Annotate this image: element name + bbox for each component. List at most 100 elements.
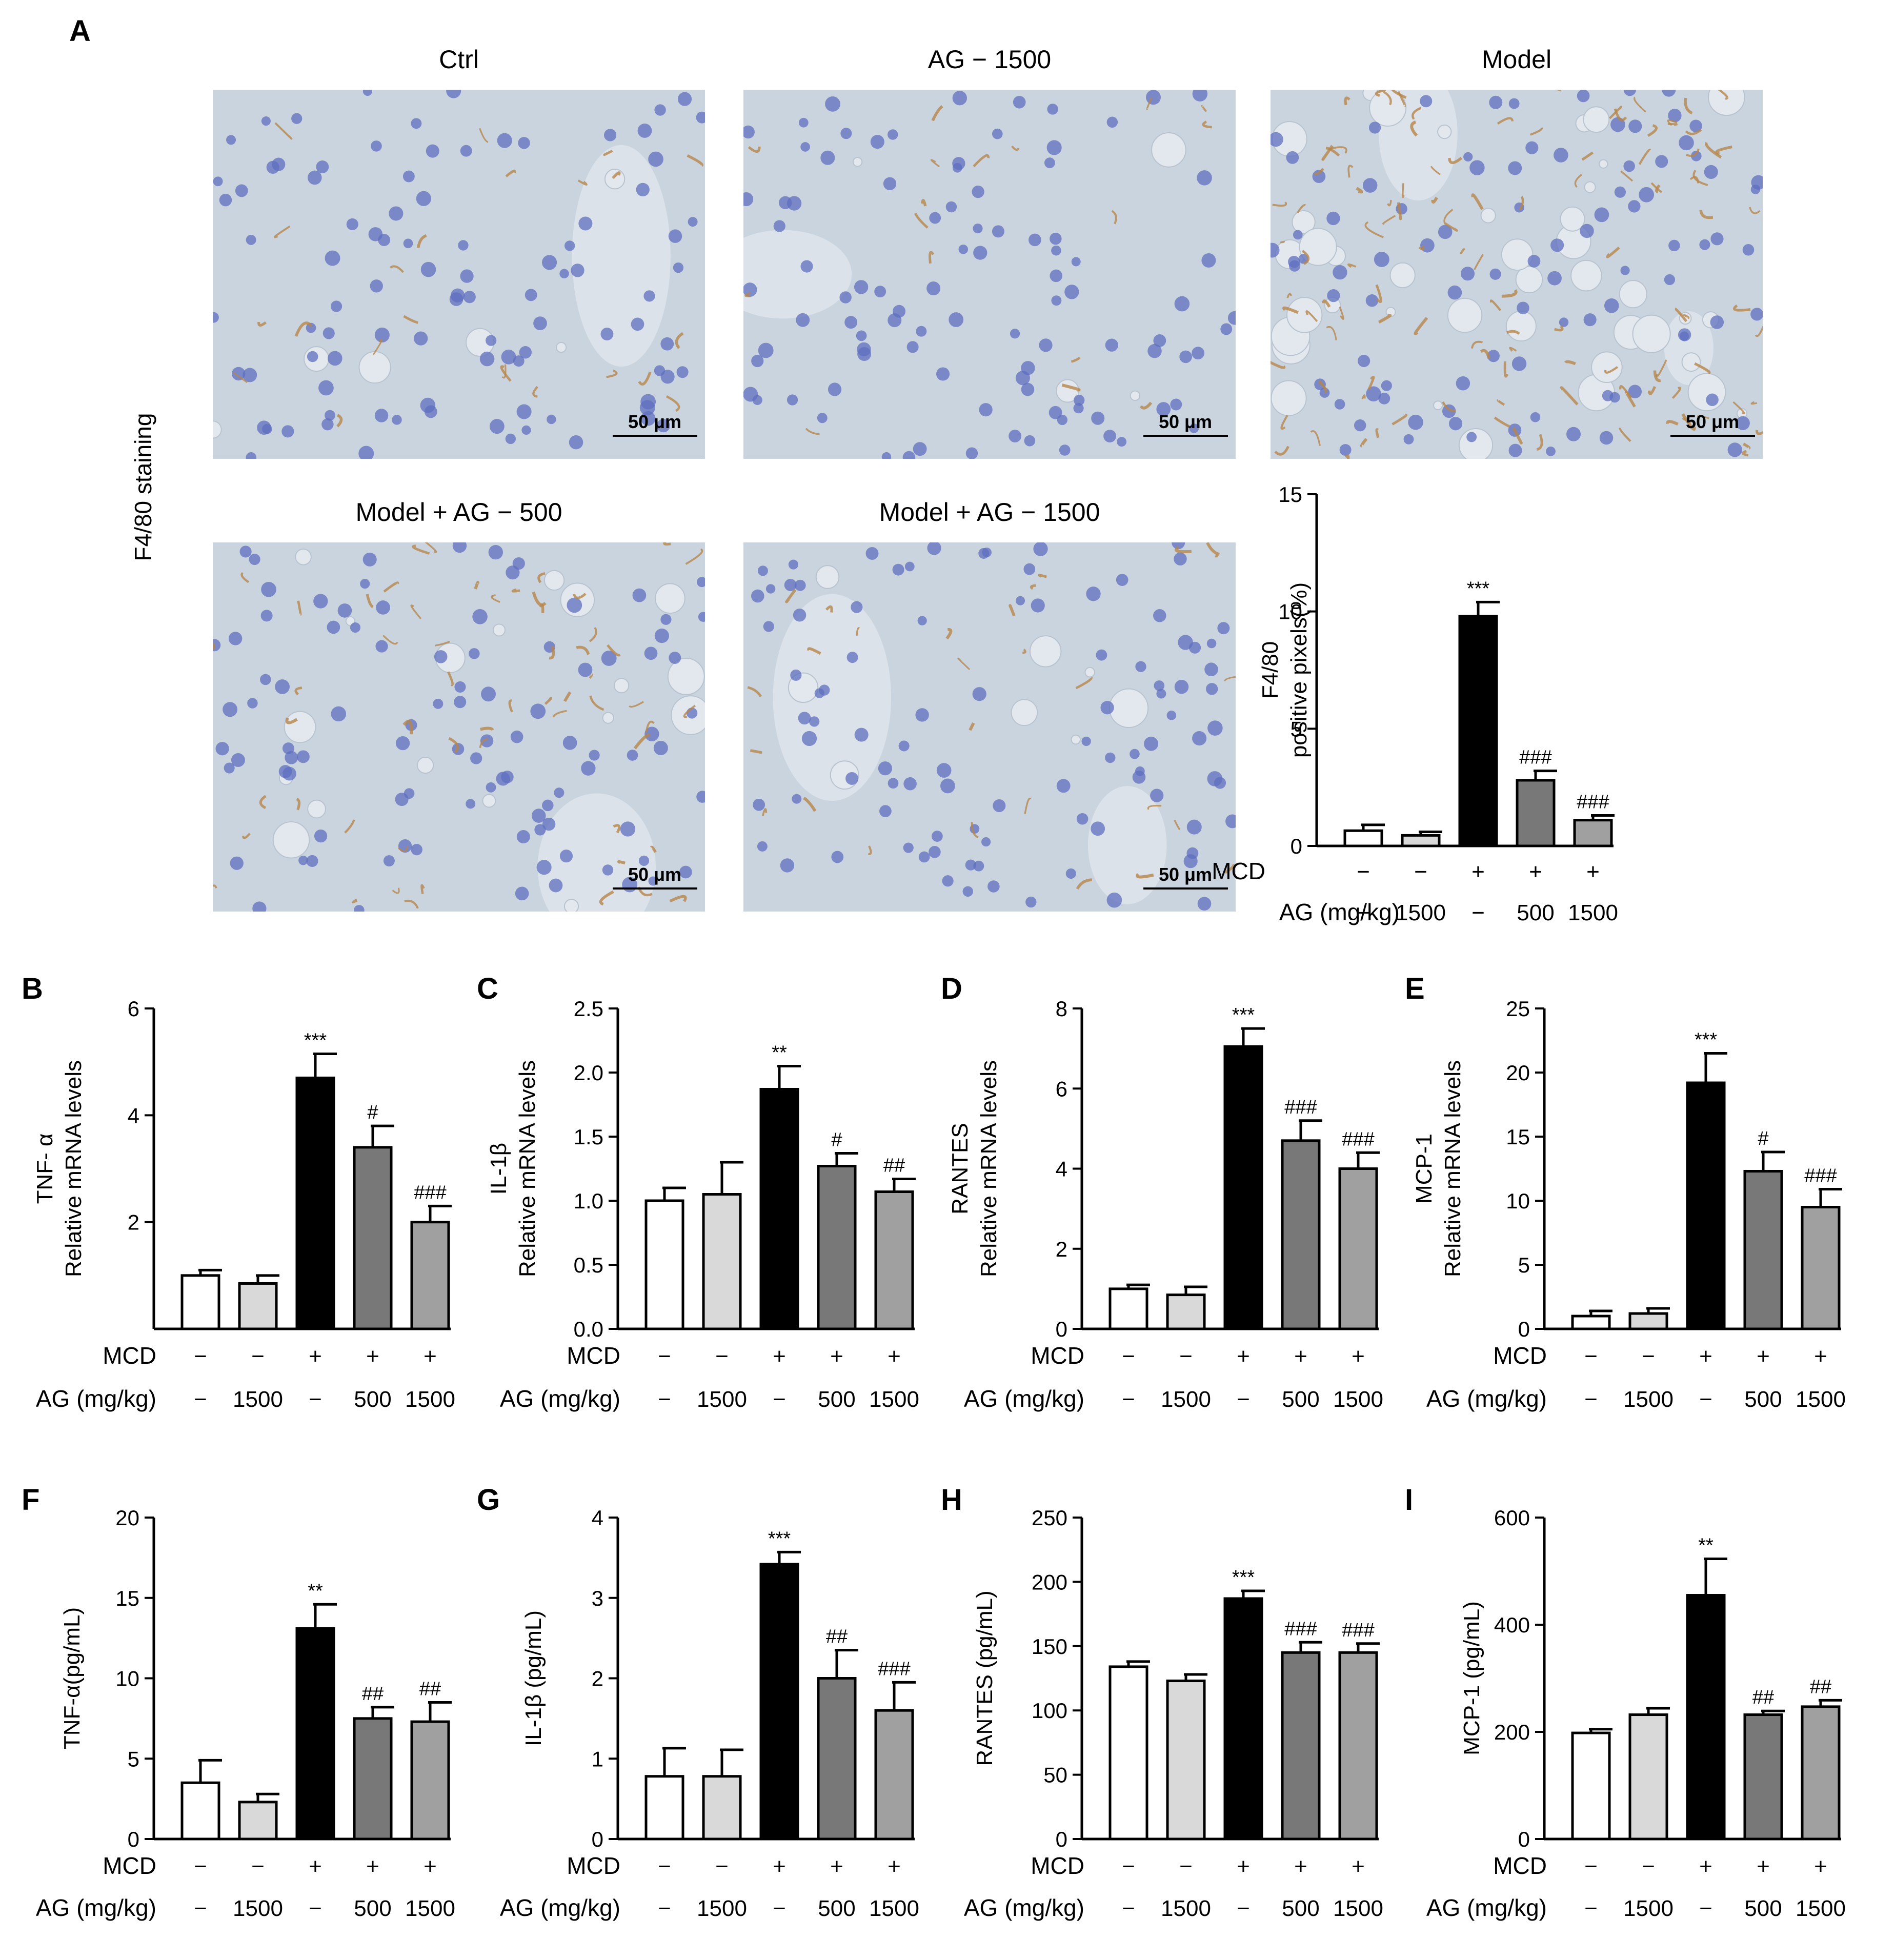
bar <box>1343 829 1383 847</box>
mcd-row-label: MCD <box>567 1852 620 1879</box>
y-axis-label: TNF- α <box>32 1134 57 1204</box>
ag-dose: − <box>1584 1896 1598 1921</box>
stain-strand <box>744 292 751 297</box>
significance-marker: ** <box>1698 1534 1713 1556</box>
nucleus <box>1013 95 1026 109</box>
ag-dose: − <box>773 1387 786 1412</box>
nucleus <box>972 185 984 198</box>
stain-strand <box>372 338 383 355</box>
vessel-lumen <box>572 145 671 367</box>
nucleus <box>1024 435 1036 447</box>
significance-marker: *** <box>1232 1567 1255 1588</box>
nucleus <box>1679 135 1694 151</box>
stain-strand <box>650 845 657 853</box>
mcd-sign: − <box>251 1854 265 1879</box>
nucleus <box>1071 257 1081 267</box>
nucleus <box>307 170 322 185</box>
lipid-droplet <box>1681 352 1701 372</box>
mcd-sign: + <box>1294 1854 1307 1879</box>
y-tick-label: 100 <box>1032 1699 1067 1723</box>
bar <box>1628 1312 1668 1330</box>
stain-strand <box>1638 149 1651 165</box>
ag-row-label: AG (mg/kg) <box>964 1385 1084 1412</box>
mcd-sign: + <box>1814 1344 1827 1369</box>
nucleus <box>549 878 563 893</box>
stain-strand <box>1274 446 1289 456</box>
nucleus <box>640 411 656 426</box>
vessel-lumen <box>1088 786 1167 904</box>
nucleus <box>571 264 584 277</box>
stain-strand <box>1361 394 1366 400</box>
ag-dose: 500 <box>1282 1896 1319 1921</box>
stain-strand <box>1694 362 1711 374</box>
nucleus <box>973 860 984 872</box>
lipid-droplet <box>1011 699 1038 726</box>
mcd-sign: + <box>1352 1854 1365 1879</box>
nucleus <box>656 419 670 433</box>
bar <box>702 1775 742 1841</box>
nucleus <box>1091 411 1105 425</box>
nucleus <box>856 330 867 341</box>
stain-strand <box>633 733 651 750</box>
stain-strand <box>1375 90 1386 97</box>
nucleus <box>519 346 532 359</box>
nucleus <box>1599 431 1614 445</box>
nucleus <box>1050 232 1062 245</box>
nucleus <box>353 905 365 912</box>
y-tick-label: 10 <box>1278 600 1302 624</box>
nucleus <box>460 269 474 283</box>
stain-strand <box>447 671 454 686</box>
ag-dose: − <box>1584 1387 1598 1412</box>
nucleus <box>1103 430 1116 442</box>
stain-strand <box>1634 96 1646 113</box>
nucleus <box>927 542 941 555</box>
significance-marker: ### <box>1342 1128 1374 1150</box>
bar <box>1281 1651 1321 1841</box>
y-tick-label: 15 <box>1278 482 1302 507</box>
y-tick-label: 0.5 <box>574 1253 603 1277</box>
y-tick-label: 50 <box>1043 1763 1067 1787</box>
mcd-sign: + <box>1699 1344 1712 1369</box>
nucleus <box>392 415 402 425</box>
nucleus <box>820 150 835 165</box>
nucleus <box>796 313 810 327</box>
nucleus <box>1293 230 1303 240</box>
nucleus <box>1710 232 1724 246</box>
mcd-sign: + <box>1352 1344 1365 1369</box>
nucleus <box>213 312 219 323</box>
nucleus <box>223 702 238 717</box>
stain-strand <box>1011 145 1020 151</box>
stain-strand <box>1030 584 1036 590</box>
stain-strand <box>1009 604 1016 617</box>
stain-strand <box>1497 117 1514 125</box>
nucleus <box>1368 122 1381 134</box>
nucleus <box>1192 90 1208 102</box>
nucleus <box>1166 710 1177 720</box>
stain-strand <box>589 627 597 642</box>
nucleus <box>559 850 573 863</box>
significance-marker: ### <box>1519 747 1551 769</box>
lipid-droplet <box>1591 351 1623 383</box>
stain-strand <box>1609 106 1623 119</box>
significance-marker: ** <box>772 1042 787 1064</box>
mcd-sign: + <box>1814 1854 1827 1879</box>
nucleus <box>600 328 614 340</box>
lipid-droplet <box>1583 106 1610 133</box>
significance-marker: ### <box>1284 1097 1317 1118</box>
stain-strand <box>1647 124 1658 137</box>
stain-strand <box>1414 317 1428 335</box>
stain-strand <box>274 225 291 238</box>
ag-dose: 500 <box>818 1896 855 1921</box>
nucleus <box>1710 315 1724 329</box>
nucleus <box>243 368 257 382</box>
mcd-sign: + <box>1757 1854 1770 1879</box>
lipid-droplet <box>1292 210 1316 234</box>
nucleus <box>888 129 898 140</box>
nucleus <box>489 419 505 434</box>
nucleus <box>798 117 809 128</box>
ag-row-label: AG (mg/kg) <box>1426 1894 1547 1921</box>
vertical-staining-label: F4/80 staining <box>130 413 156 561</box>
nucleus <box>1469 160 1485 175</box>
stain-strand <box>973 154 990 168</box>
stain-strand <box>1326 326 1337 340</box>
